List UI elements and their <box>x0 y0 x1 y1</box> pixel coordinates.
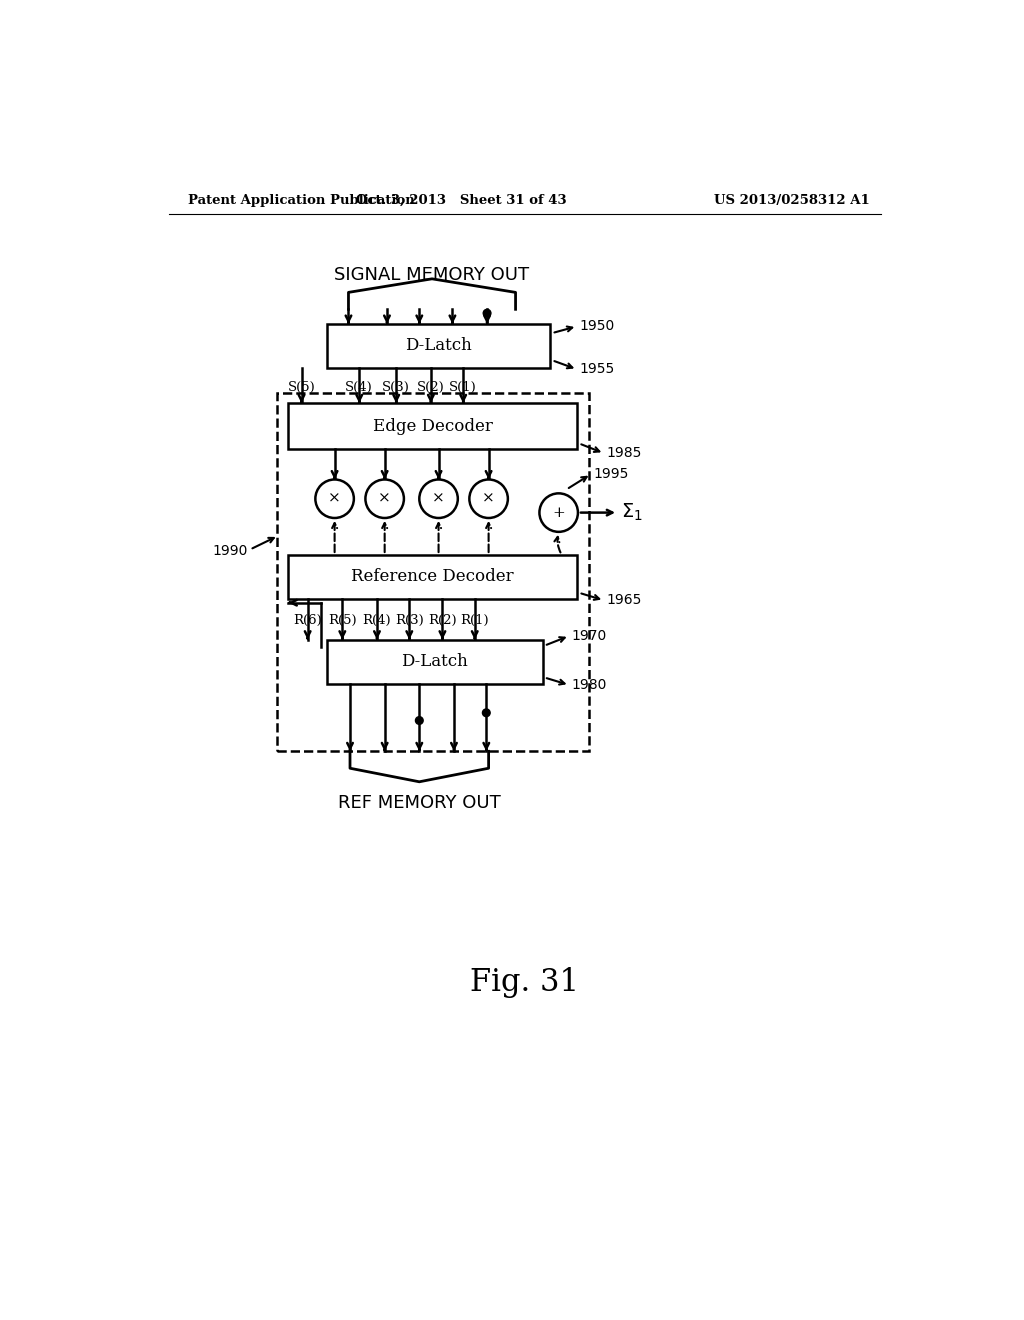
Text: ×: × <box>329 492 341 506</box>
Bar <box>276 393 589 751</box>
Text: S(1): S(1) <box>450 381 477 395</box>
Text: S(2): S(2) <box>417 381 444 395</box>
Text: $\Sigma_1$: $\Sigma_1$ <box>621 502 643 523</box>
Text: R(2): R(2) <box>428 614 457 627</box>
Bar <box>327 323 550 368</box>
Text: S(4): S(4) <box>345 381 373 395</box>
Text: D-Latch: D-Latch <box>406 338 472 354</box>
Text: 1950: 1950 <box>580 319 614 333</box>
Text: R(5): R(5) <box>328 614 356 627</box>
Bar <box>289 554 578 599</box>
Text: 1990: 1990 <box>212 544 248 558</box>
Circle shape <box>540 494 578 532</box>
Text: S(5): S(5) <box>288 381 315 395</box>
Bar <box>289 404 578 449</box>
Text: ×: × <box>482 492 495 506</box>
Circle shape <box>416 717 423 725</box>
Text: ×: × <box>432 492 445 506</box>
Circle shape <box>366 479 403 517</box>
Text: R(6): R(6) <box>293 614 322 627</box>
Text: Edge Decoder: Edge Decoder <box>373 418 493 434</box>
Circle shape <box>469 479 508 517</box>
Text: 1970: 1970 <box>571 628 607 643</box>
Text: Reference Decoder: Reference Decoder <box>351 569 514 585</box>
Text: 1965: 1965 <box>606 594 642 607</box>
Text: 1995: 1995 <box>593 467 629 480</box>
Circle shape <box>483 309 490 317</box>
Text: R(4): R(4) <box>362 614 391 627</box>
Text: D-Latch: D-Latch <box>401 653 468 671</box>
Circle shape <box>419 479 458 517</box>
Text: Fig. 31: Fig. 31 <box>470 966 580 998</box>
Text: US 2013/0258312 A1: US 2013/0258312 A1 <box>714 194 869 207</box>
Circle shape <box>482 709 490 717</box>
Circle shape <box>315 479 354 517</box>
Text: Oct. 3, 2013   Sheet 31 of 43: Oct. 3, 2013 Sheet 31 of 43 <box>356 194 567 207</box>
Text: 1985: 1985 <box>606 446 642 461</box>
Bar <box>327 640 543 684</box>
Text: ×: × <box>378 492 391 506</box>
Text: R(3): R(3) <box>395 614 424 627</box>
Text: REF MEMORY OUT: REF MEMORY OUT <box>338 795 501 812</box>
Text: 1980: 1980 <box>571 678 607 692</box>
Text: SIGNAL MEMORY OUT: SIGNAL MEMORY OUT <box>335 267 529 284</box>
Text: R(1): R(1) <box>461 614 489 627</box>
Text: +: + <box>552 506 565 520</box>
Text: S(3): S(3) <box>382 381 411 395</box>
Text: Patent Application Publication: Patent Application Publication <box>188 194 415 207</box>
Text: 1955: 1955 <box>580 363 614 376</box>
